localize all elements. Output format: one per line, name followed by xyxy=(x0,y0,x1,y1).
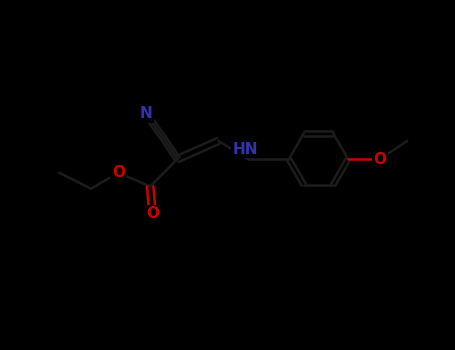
Text: O: O xyxy=(112,165,125,180)
Text: O: O xyxy=(146,206,159,221)
Text: HN: HN xyxy=(233,141,258,156)
Text: N: N xyxy=(139,106,152,121)
Text: O: O xyxy=(374,152,386,167)
